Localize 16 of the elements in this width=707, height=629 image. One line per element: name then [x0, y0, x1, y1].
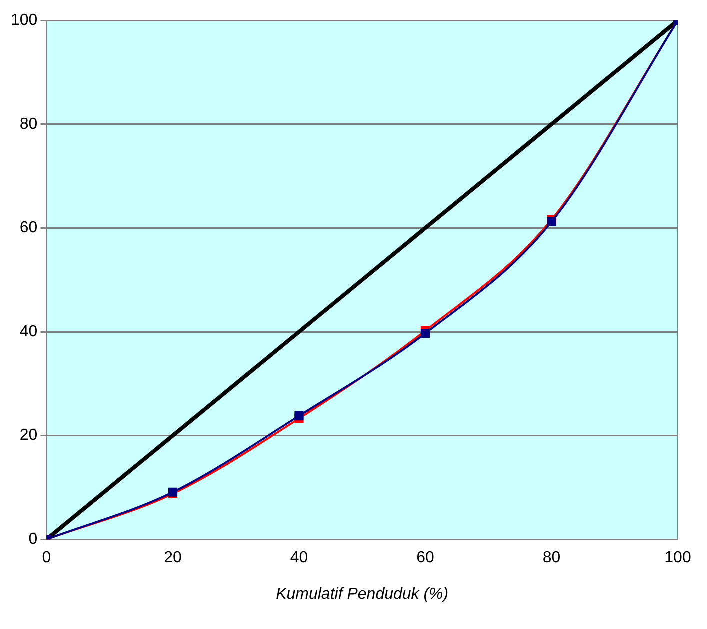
- x-tick-label: 40: [290, 550, 308, 567]
- y-tick-label: 0: [28, 531, 38, 548]
- point: [420, 329, 430, 338]
- point: [547, 217, 556, 227]
- x-tick-label: 0: [42, 550, 52, 567]
- x-tick-label: 60: [416, 550, 434, 567]
- y-tick-label: 80: [20, 116, 38, 133]
- y-tick-label: 20: [20, 427, 38, 444]
- y-tick-label: 60: [20, 220, 38, 237]
- x-axis-title: Kumulatif Penduduk (%): [276, 586, 449, 603]
- x-tick-label: 100: [664, 550, 692, 567]
- y-tick-label: 100: [10, 12, 38, 30]
- point: [294, 412, 304, 421]
- x-tick-label: 80: [542, 550, 561, 567]
- y-tick-label: 40: [20, 323, 38, 340]
- x-tick-label: 20: [164, 550, 182, 567]
